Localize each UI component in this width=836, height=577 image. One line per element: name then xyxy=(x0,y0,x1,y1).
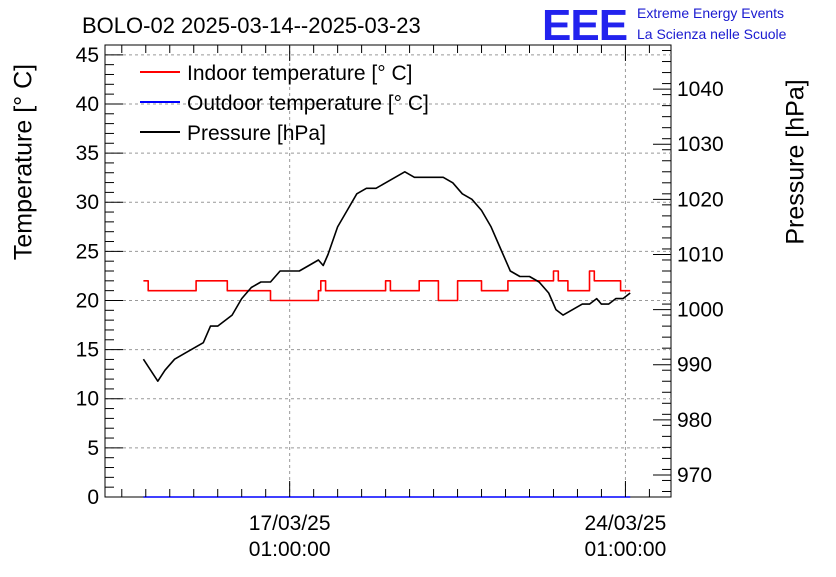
legend: Indoor temperature [° C] Outdoor temperat… xyxy=(140,62,429,145)
grid xyxy=(105,45,671,497)
x-tick-label-time: 01:00:00 xyxy=(249,538,331,561)
y-tick-label: 10 xyxy=(76,388,99,411)
y-tick-label: 35 xyxy=(76,142,99,165)
series-line-2 xyxy=(142,171,631,382)
y2-tick-label: 980 xyxy=(677,409,712,432)
y-tick-label: 25 xyxy=(76,240,99,263)
eee-logo-text: EEE xyxy=(542,1,627,50)
axes: 0 5 10 15 20 25 30 35 40 45 970 980 990 1000 1010 1020 1… xyxy=(76,44,724,561)
y2-tick-label: 1030 xyxy=(677,133,724,156)
y2-tick-label: 1010 xyxy=(677,243,724,266)
y2-tick-label: 1000 xyxy=(677,299,724,322)
series-line-0 xyxy=(143,270,631,302)
legend-label: Outdoor temperature [° C] xyxy=(187,92,429,115)
y-tick-label: 30 xyxy=(76,191,99,214)
x-tick-label-date: 24/03/25 xyxy=(585,512,667,535)
y-tick-label: 15 xyxy=(76,339,99,362)
x-tick-label-date: 17/03/25 xyxy=(249,512,331,535)
eee-logo: EEE Extreme Energy Events La Scienza nel… xyxy=(542,1,787,50)
y2-tick-label: 990 xyxy=(677,354,712,377)
y-axis-label: Temperature [° C] xyxy=(10,64,38,260)
y-tick-label: 45 xyxy=(76,44,99,67)
legend-label: Pressure [hPa] xyxy=(187,122,326,145)
y2-tick-label: 1020 xyxy=(677,188,724,211)
chart-title: BOLO-02 2025-03-14--2025-03-23 xyxy=(82,13,421,38)
x-tick-label-time: 01:00:00 xyxy=(585,538,667,561)
y-tick-label: 20 xyxy=(76,289,99,312)
legend-label: Indoor temperature [° C] xyxy=(187,62,413,85)
y-tick-label: 0 xyxy=(87,486,99,509)
series-lines xyxy=(142,171,631,498)
y2-axis-label: Pressure [hPa] xyxy=(782,79,810,244)
y-tick-label: 5 xyxy=(87,437,99,460)
y-tick-label: 40 xyxy=(76,93,99,116)
eee-logo-line2: La Scienza nelle Scuole xyxy=(637,26,787,42)
eee-logo-line1: Extreme Energy Events xyxy=(637,5,784,21)
y2-tick-label: 970 xyxy=(677,464,712,487)
y2-tick-label: 1040 xyxy=(677,78,724,101)
